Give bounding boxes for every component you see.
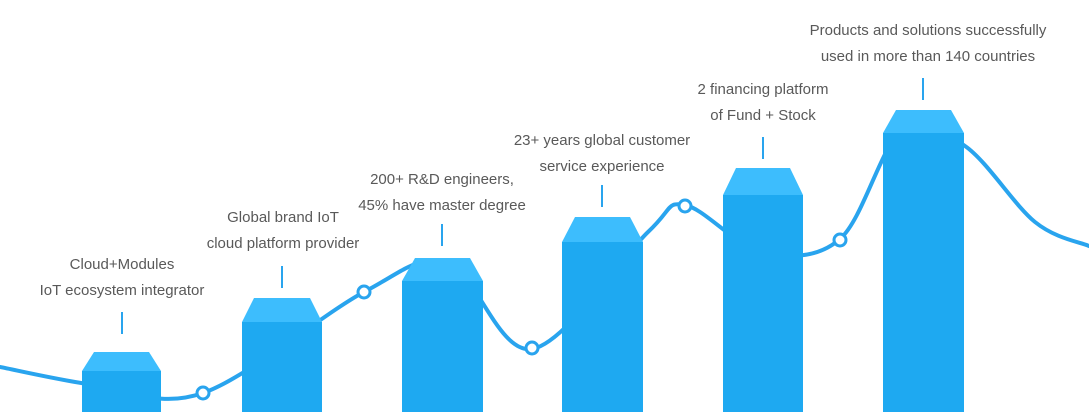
bar-column-4 (562, 242, 643, 412)
milestone-label-line2: IoT ecosystem integrator (39, 282, 205, 299)
label-pointer-tick (601, 185, 603, 207)
label-pointer-tick (762, 137, 764, 159)
milestone-label-3: 200+ R&D engineers, 45% have master degr… (358, 167, 526, 219)
bar-column-1 (82, 371, 161, 412)
milestone-label-line1: Cloud+Modules (69, 256, 175, 273)
milestone-label-line1: Products and solutions successfully (809, 22, 1047, 39)
bar-column-2 (242, 322, 322, 412)
bar-cap-4 (562, 217, 643, 242)
milestone-label-6: Products and solutions successfully used… (810, 18, 1047, 70)
milestone-label-line2: cloud platform provider (206, 235, 360, 252)
milestone-label-line1: 200+ R&D engineers, (370, 171, 514, 188)
bar-cap-3 (402, 258, 483, 281)
label-pointer-tick (121, 312, 123, 334)
milestone-label-2: Global brand IoT cloud platform provider (207, 205, 360, 257)
milestone-label-line1: 2 financing platform (697, 81, 829, 98)
bar-column-5 (723, 195, 803, 412)
milestone-label-4: 23+ years global customer service experi… (514, 128, 690, 180)
milestone-label-5: 2 financing platform of Fund + Stock (698, 77, 829, 129)
milestone-label-line2: 45% have master degree (358, 197, 526, 214)
line-marker (524, 340, 540, 356)
label-pointer-tick (441, 224, 443, 246)
line-marker (832, 232, 848, 248)
bar-cap-6 (883, 110, 964, 133)
bar-column-3 (402, 281, 483, 412)
milestone-label-line1: 23+ years global customer (513, 132, 691, 149)
label-pointer-tick (922, 78, 924, 100)
bar-cap-1 (82, 352, 161, 371)
line-marker (356, 284, 372, 300)
bar-cap-2 (242, 298, 322, 322)
line-marker (195, 385, 211, 401)
bar-cap-5 (723, 168, 803, 195)
label-pointer-tick (281, 266, 283, 288)
milestone-label-1: Cloud+Modules IoT ecosystem integrator (40, 252, 205, 304)
milestone-label-line2: of Fund + Stock (710, 107, 816, 124)
milestone-label-line2: service experience (539, 158, 665, 175)
milestone-label-line1: Global brand IoT (227, 209, 339, 226)
line-marker (677, 198, 693, 214)
milestone-label-line2: used in more than 140 countries (820, 48, 1036, 65)
bar-column-6 (883, 133, 964, 412)
